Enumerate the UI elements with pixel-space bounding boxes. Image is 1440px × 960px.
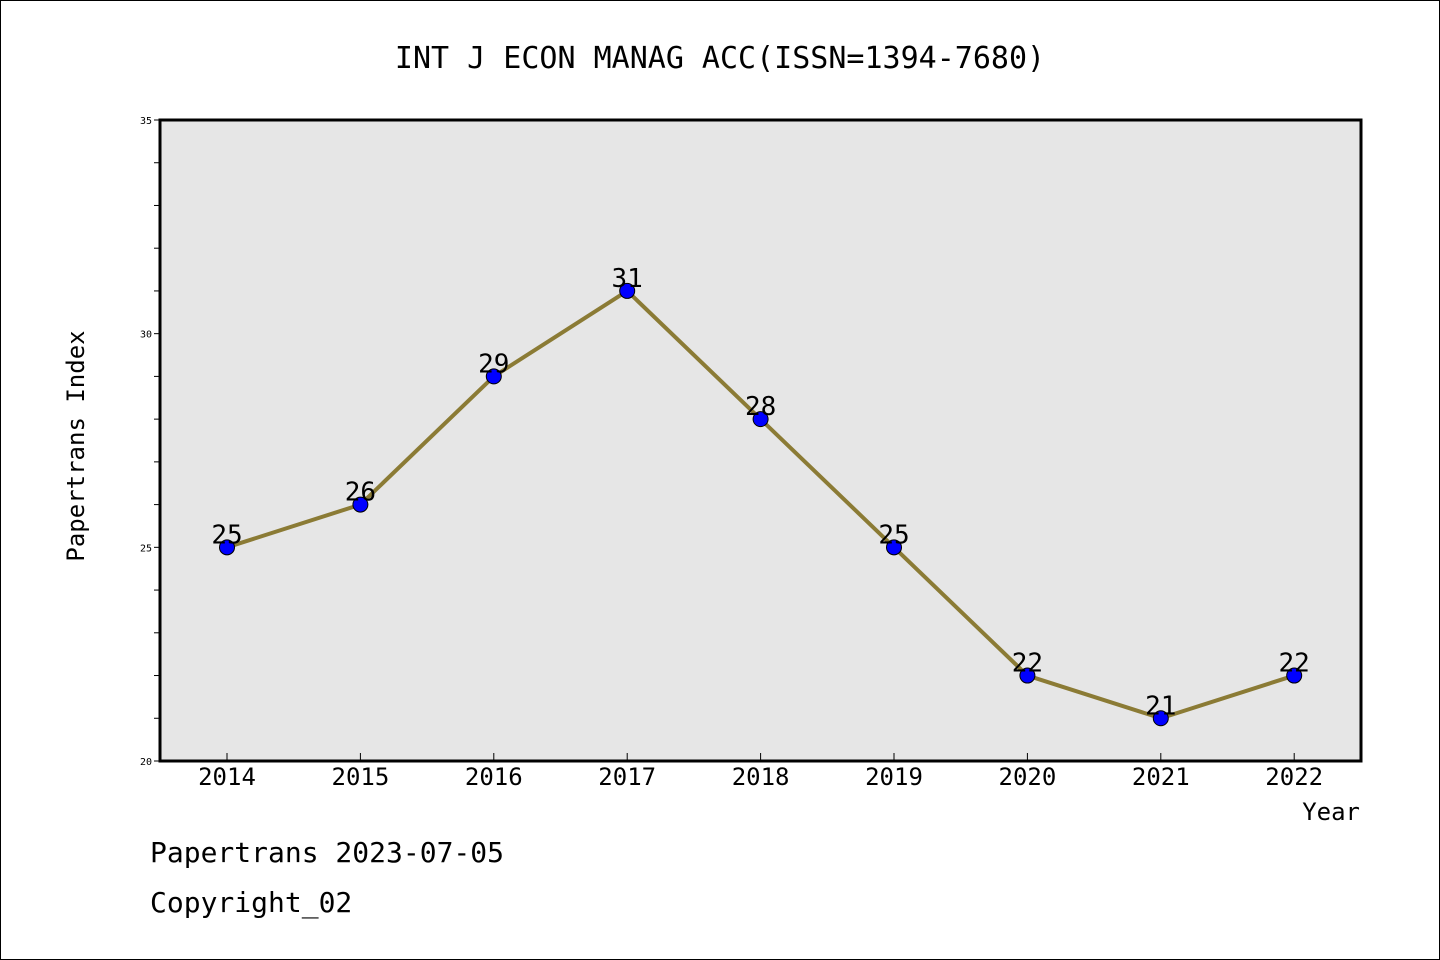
data-point <box>1286 667 1303 684</box>
data-label: 26 <box>345 478 376 508</box>
data-label: 22 <box>1279 649 1310 679</box>
data-point <box>485 368 502 385</box>
chart-title: INT J ECON MANAG ACC(ISSN=1394-7680) <box>395 41 1045 76</box>
data-label: 25 <box>211 520 242 550</box>
x-tick-label: 2021 <box>1132 763 1190 791</box>
x-tick-label: 2014 <box>198 763 256 791</box>
data-point <box>752 411 769 428</box>
data-point <box>1019 667 1036 684</box>
data-point <box>219 539 235 556</box>
y-tick-label: 30 <box>140 330 152 341</box>
y-tick-label: 25 <box>140 543 152 554</box>
plot-area <box>158 118 1363 763</box>
series-layer: 25 26 29 31 28 25 22 21 22 <box>211 264 1310 727</box>
x-axis-label: Year <box>1302 798 1360 826</box>
data-point <box>619 282 636 299</box>
x-tick-label: 2015 <box>332 763 390 791</box>
data-label: 22 <box>1012 649 1043 679</box>
y-tick-label: 20 <box>140 757 152 768</box>
data-point <box>1152 710 1169 727</box>
data-point <box>886 539 902 556</box>
x-tick-label: 2016 <box>465 763 523 791</box>
data-label: 28 <box>745 392 776 422</box>
x-tick-label: 2022 <box>1265 763 1323 791</box>
footer-date: Papertrans 2023-07-05 <box>150 836 505 869</box>
y-axis-label: Papertrans Index <box>62 330 90 561</box>
x-tick-label: 2020 <box>999 763 1057 791</box>
data-point <box>352 496 369 513</box>
data-label: 25 <box>878 520 909 550</box>
x-axis-ticks: 2014 2015 2016 2017 2018 2019 2020 2021 2022 <box>198 753 1323 791</box>
data-label: 29 <box>478 349 509 379</box>
y-tick-label: 35 <box>140 116 152 127</box>
x-tick-label: 2018 <box>732 763 790 791</box>
data-label: 21 <box>1145 691 1176 721</box>
footer-copyright: Copyright_02 <box>150 886 353 919</box>
x-tick-label: 2017 <box>598 763 656 791</box>
x-tick-label: 2019 <box>865 763 923 791</box>
data-label: 31 <box>612 264 643 294</box>
y-axis-ticks: 20 25 30 35 <box>140 116 160 768</box>
